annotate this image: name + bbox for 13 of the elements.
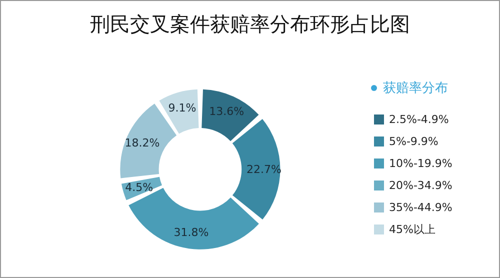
- legend-label: 20%-34.9%: [389, 179, 452, 192]
- data-label: 4.5%: [125, 180, 154, 194]
- legend-label: 10%-19.9%: [389, 157, 452, 170]
- chart-title: 刑民交叉案件获赔率分布环形占比图: [90, 12, 410, 36]
- legend-title: 获赔率分布: [383, 80, 448, 97]
- legend-label: 45%以上: [389, 223, 436, 236]
- legend-label: 2.5%-4.9%: [389, 113, 449, 126]
- data-label: 18.2%: [124, 136, 160, 150]
- data-label: 13.6%: [209, 104, 244, 118]
- legend-label: 35%-44.9%: [389, 201, 452, 214]
- data-label: 9.1%: [168, 102, 196, 115]
- data-label: 31.8%: [174, 226, 209, 239]
- legend-label: 5%-9.9%: [389, 135, 438, 148]
